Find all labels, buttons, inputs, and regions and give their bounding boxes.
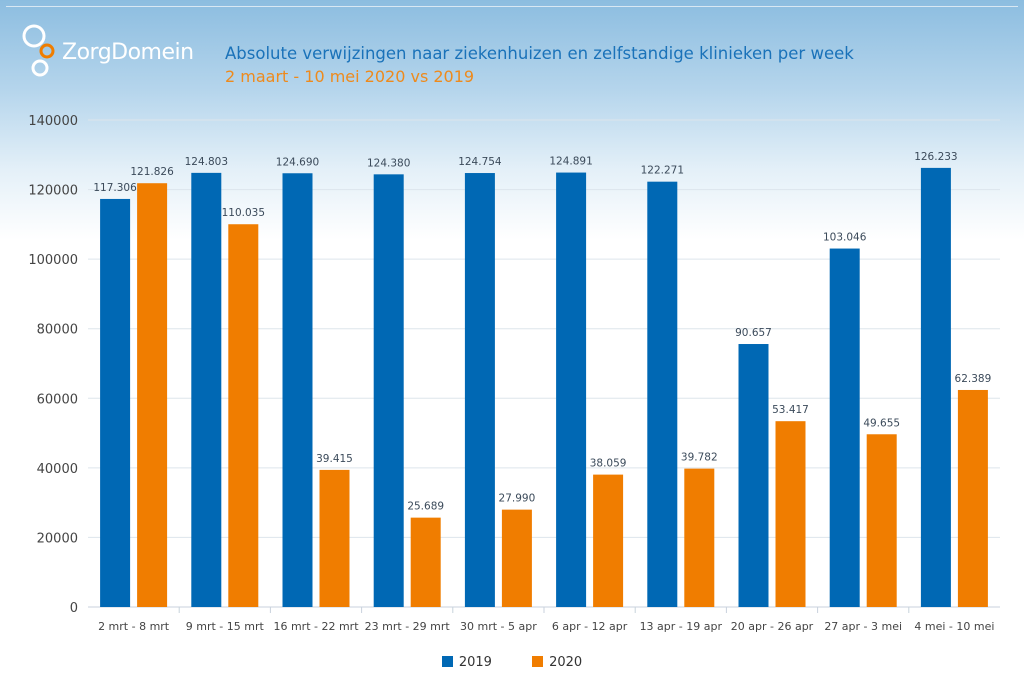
- bar-2019: [556, 172, 587, 607]
- logo-text: ZorgDomein: [62, 40, 194, 65]
- bar-2019: [464, 173, 495, 607]
- data-label-2020: 39.782: [681, 452, 718, 464]
- data-label-2019: 90.657: [735, 327, 772, 339]
- chart-title: Absolute verwijzingen naar ziekenhuizen …: [225, 44, 854, 63]
- x-tick-label: 23 mrt - 29 mrt: [365, 620, 451, 633]
- data-label-2019: 126.233: [914, 151, 957, 163]
- bar-2020: [137, 183, 168, 608]
- legend-item-2020[interactable]: 2020: [532, 655, 582, 670]
- data-label-2020: 53.417: [772, 404, 809, 416]
- data-label-2020: 62.389: [955, 373, 992, 385]
- bar-2019: [738, 344, 769, 607]
- y-tick-label: 120000: [28, 184, 78, 199]
- bar-2019: [647, 181, 678, 607]
- data-label-2020: 25.689: [407, 501, 444, 513]
- bar-2019: [829, 248, 860, 608]
- data-label-2020: 39.415: [316, 453, 353, 465]
- data-label-2020: 110.035: [222, 207, 265, 219]
- bar-2020: [775, 421, 806, 607]
- bar-2020: [957, 389, 988, 607]
- y-tick-label: 20000: [37, 531, 78, 546]
- bar-2020: [501, 509, 532, 607]
- bar-2019: [100, 198, 131, 608]
- legend-swatch-2019: [441, 656, 453, 667]
- x-tick-label: 9 mrt - 15 mrt: [186, 620, 265, 633]
- x-tick-label: 16 mrt - 22 mrt: [273, 620, 359, 633]
- bar-2019: [282, 173, 313, 607]
- bar-2020: [593, 474, 624, 607]
- x-tick-label: 27 apr - 3 mei: [824, 620, 902, 633]
- data-label-2019: 124.754: [458, 156, 502, 168]
- bar-2020: [410, 517, 441, 607]
- x-tick-label: 30 mrt - 5 apr: [460, 620, 537, 633]
- legend: 2019 2020: [0, 655, 1024, 670]
- data-label-2019: 103.046: [823, 232, 867, 244]
- data-label-2020: 49.655: [863, 417, 900, 429]
- chart-subtitle: 2 maart - 10 mei 2020 vs 2019: [225, 67, 475, 86]
- x-tick-label: 6 apr - 12 apr: [552, 620, 628, 633]
- legend-item-2019[interactable]: 2019: [441, 655, 492, 670]
- y-tick-label: 140000: [28, 114, 78, 129]
- y-tick-label: 100000: [28, 253, 78, 268]
- legend-swatch-2020: [532, 656, 544, 667]
- y-tick-label: 40000: [37, 462, 78, 477]
- bar-2020: [319, 469, 350, 607]
- x-tick-label: 13 apr - 19 apr: [640, 620, 723, 633]
- bar-2020: [866, 434, 897, 607]
- data-label-2019: 124.380: [367, 157, 410, 169]
- x-tick-label: 2 mrt - 8 mrt: [98, 620, 170, 633]
- legend-label-2020: 2020: [549, 655, 583, 670]
- data-label-2020: 38.059: [590, 458, 627, 470]
- bar-2020: [684, 468, 715, 607]
- data-label-2020: 121.826: [130, 166, 174, 178]
- data-label-2019: 124.891: [549, 156, 592, 168]
- x-tick-label: 4 mei - 10 mei: [914, 620, 994, 633]
- data-label-2019: 117.306: [93, 182, 137, 194]
- chart-frame: [6, 6, 1018, 674]
- zorgdomein-logo: [22, 24, 55, 77]
- legend-label-2019: 2019: [458, 655, 492, 670]
- data-label-2019: 122.271: [641, 165, 684, 177]
- y-tick-label: 0: [70, 601, 78, 616]
- y-tick-label: 60000: [37, 392, 78, 407]
- x-tick-label: 20 apr - 26 apr: [731, 620, 814, 633]
- data-label-2019: 124.690: [276, 156, 319, 168]
- bar-2019: [920, 167, 951, 607]
- data-label-2020: 27.990: [499, 493, 536, 505]
- bar-2020: [228, 224, 259, 607]
- bar-2019: [191, 172, 222, 608]
- data-label-2019: 124.803: [185, 156, 228, 168]
- bar-2019: [373, 174, 404, 608]
- y-tick-label: 80000: [37, 323, 78, 338]
